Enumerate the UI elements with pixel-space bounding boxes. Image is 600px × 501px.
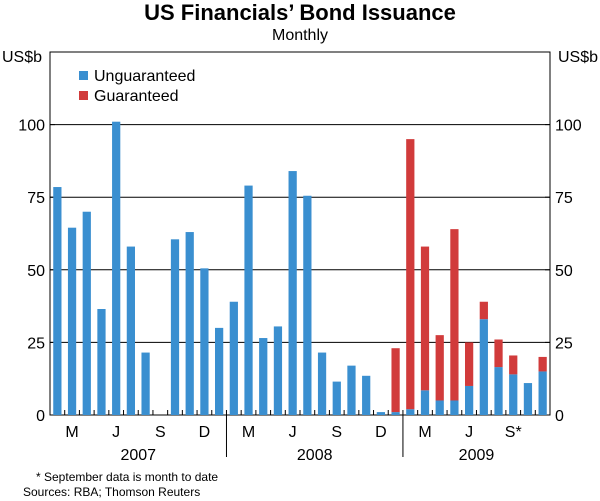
bar-unguaranteed-31 xyxy=(509,374,518,415)
bar-unguaranteed-4 xyxy=(112,121,121,415)
bar-unguaranteed-9 xyxy=(185,232,194,415)
footnote: * September data is month to date xyxy=(36,470,219,484)
bar-unguaranteed-23 xyxy=(391,412,400,415)
bar-unguaranteed-22 xyxy=(376,412,385,415)
y-tick-label-right-75: 75 xyxy=(555,190,573,207)
bar-unguaranteed-5 xyxy=(126,246,135,415)
bar-unguaranteed-1 xyxy=(67,227,77,415)
month-label-13: M xyxy=(242,424,255,441)
bar-unguaranteed-21 xyxy=(362,375,371,415)
year-label-2008: 2008 xyxy=(297,447,333,464)
bar-unguaranteed-30 xyxy=(494,367,503,415)
bar-unguaranteed-12 xyxy=(229,301,238,415)
bar-guaranteed-30 xyxy=(494,339,503,368)
bar-unguaranteed-15 xyxy=(273,326,283,415)
legend-swatch-guaranteed xyxy=(79,91,88,100)
month-label-31: S* xyxy=(505,424,522,441)
month-label-16: J xyxy=(289,424,297,441)
bar-unguaranteed-27 xyxy=(450,400,459,415)
bar-unguaranteed-33 xyxy=(538,371,547,415)
month-label-4: J xyxy=(112,424,120,441)
bar-unguaranteed-11 xyxy=(215,327,224,415)
bar-guaranteed-33 xyxy=(538,356,547,372)
month-label-7: S xyxy=(155,424,166,441)
plot-frame xyxy=(49,51,551,416)
bar-guaranteed-28 xyxy=(465,342,474,386)
bar-guaranteed-26 xyxy=(435,335,444,401)
month-label-10: D xyxy=(199,424,211,441)
bar-unguaranteed-10 xyxy=(200,268,209,415)
month-label-19: S xyxy=(331,424,342,441)
bar-guaranteed-23 xyxy=(391,348,400,413)
y-tick-label-left-25: 25 xyxy=(27,335,45,352)
bar-unguaranteed-26 xyxy=(435,400,444,415)
month-label-28: J xyxy=(465,424,473,441)
bar-guaranteed-24 xyxy=(406,139,415,410)
bar-unguaranteed-29 xyxy=(479,319,488,415)
bar-unguaranteed-14 xyxy=(259,338,268,415)
y-tick-label-left-0: 0 xyxy=(36,408,45,425)
bar-unguaranteed-6 xyxy=(141,352,150,415)
month-label-25: M xyxy=(418,424,431,441)
source-note: Sources: RBA; Thomson Reuters xyxy=(23,485,201,499)
month-label-1: M xyxy=(65,424,78,441)
bar-guaranteed-25 xyxy=(420,246,430,391)
bar-unguaranteed-0 xyxy=(53,187,62,415)
legend-label-unguaranteed: Unguaranteed xyxy=(94,68,195,85)
bar-unguaranteed-20 xyxy=(347,365,356,415)
bar-guaranteed-29 xyxy=(479,301,488,320)
year-label-2007: 2007 xyxy=(120,447,156,464)
legend-label-guaranteed: Guaranteed xyxy=(94,88,179,105)
month-label-22: D xyxy=(375,424,387,441)
y-tick-label-right-25: 25 xyxy=(555,335,573,352)
bar-unguaranteed-17 xyxy=(303,195,312,415)
bar-unguaranteed-13 xyxy=(244,185,253,415)
y-tick-label-left-50: 50 xyxy=(27,263,45,280)
bar-guaranteed-31 xyxy=(509,355,518,375)
y-tick-label-left-100: 100 xyxy=(18,118,45,135)
bar-unguaranteed-3 xyxy=(97,309,106,415)
chart-subtitle: Monthly xyxy=(271,27,329,44)
bar-unguaranteed-24 xyxy=(406,409,415,415)
y-tick-label-right-0: 0 xyxy=(555,408,564,425)
chart-title: US Financials’ Bond Issuance xyxy=(144,0,456,25)
bar-unguaranteed-16 xyxy=(288,171,297,415)
bar-unguaranteed-25 xyxy=(420,390,430,415)
year-label-2009: 2009 xyxy=(459,447,495,464)
bar-unguaranteed-18 xyxy=(317,352,327,415)
y-tick-label-right-100: 100 xyxy=(555,118,582,135)
y-tick-label-right-50: 50 xyxy=(555,263,573,280)
bar-unguaranteed-8 xyxy=(170,239,180,415)
legend-swatch-unguaranteed xyxy=(79,71,88,80)
left-axis-unit: US$b xyxy=(2,49,42,66)
bar-guaranteed-27 xyxy=(450,229,459,401)
bar-unguaranteed-2 xyxy=(82,211,91,415)
y-tick-label-left-75: 75 xyxy=(27,190,45,207)
bar-unguaranteed-19 xyxy=(332,381,341,415)
bar-unguaranteed-32 xyxy=(523,383,533,415)
bar-unguaranteed-28 xyxy=(465,385,474,415)
right-axis-unit: US$b xyxy=(558,49,598,66)
